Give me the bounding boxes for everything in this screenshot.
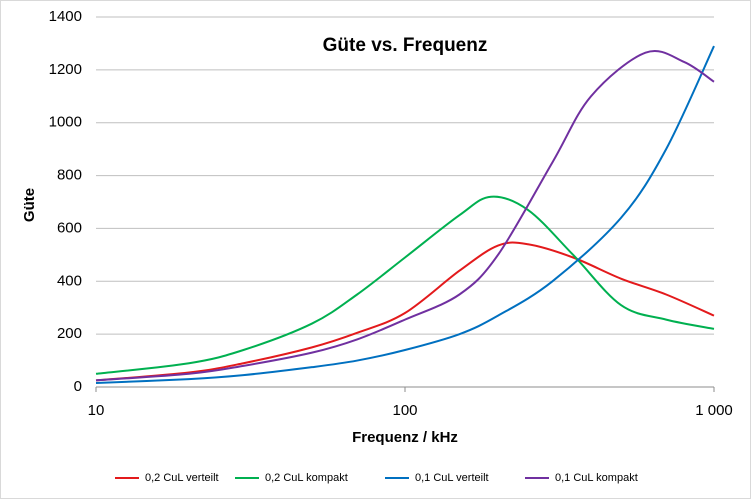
y-tick-label: 400 bbox=[57, 272, 82, 289]
legend-label: 0,1 CuL verteilt bbox=[415, 472, 489, 484]
legend-label: 0,2 CuL kompakt bbox=[265, 472, 348, 484]
chart-title: Güte vs. Frequenz bbox=[323, 35, 488, 56]
y-axis-label: Güte bbox=[21, 188, 38, 222]
y-tick-label: 600 bbox=[57, 219, 82, 236]
series-line bbox=[95, 195, 715, 375]
x-tick-label: 1 000 bbox=[695, 402, 733, 419]
y-tick-label: 200 bbox=[57, 325, 82, 342]
series-line bbox=[95, 241, 715, 382]
x-axis-label: Frequenz / kHz bbox=[352, 429, 458, 446]
x-tick-label: 10 bbox=[88, 402, 105, 419]
y-tick-label: 1400 bbox=[49, 8, 82, 25]
y-tick-label: 0 bbox=[74, 378, 82, 395]
x-tick-label: 100 bbox=[392, 402, 417, 419]
y-tick-label: 800 bbox=[57, 167, 82, 184]
series-line bbox=[95, 45, 715, 385]
y-tick-label: 1000 bbox=[49, 114, 82, 131]
legend-label: 0,2 CuL verteilt bbox=[145, 472, 219, 484]
legend-label: 0,1 CuL kompakt bbox=[555, 472, 638, 484]
y-tick-label: 1200 bbox=[49, 61, 82, 78]
series-line bbox=[95, 50, 715, 382]
